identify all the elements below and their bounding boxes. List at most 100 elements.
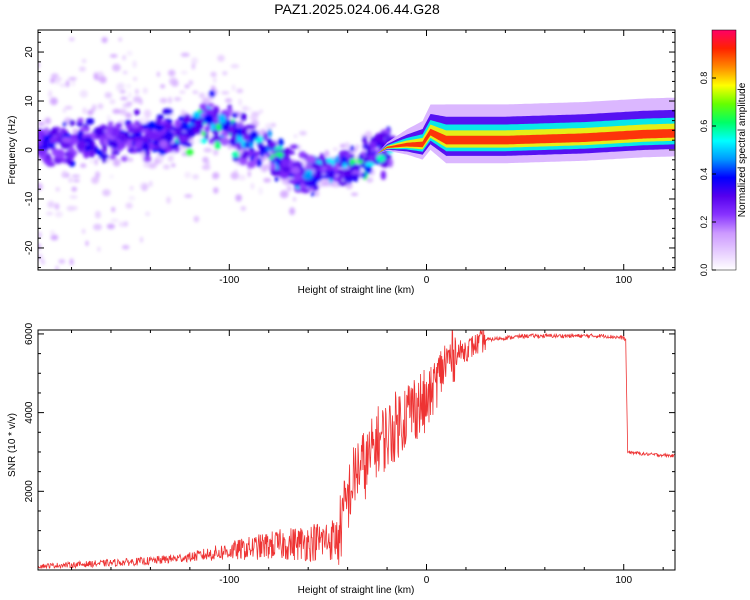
snr-panel: -100 0 100 2000 4000 6000 Height of straight …	[7, 322, 676, 596]
heat-blob	[102, 158, 107, 163]
heat-blob	[135, 88, 139, 95]
heat-blob	[240, 206, 246, 211]
y-tick-label: 6000	[24, 322, 35, 345]
heat-blob	[102, 125, 108, 130]
heat-blob	[71, 174, 81, 178]
colorbar-ticks: 0.0 0.2 0.4 0.6 0.8	[699, 72, 716, 277]
heat-blob	[298, 183, 307, 190]
heat-blob	[180, 70, 188, 75]
heat-blob	[245, 124, 257, 130]
heat-blob	[51, 127, 58, 136]
heat-blob	[186, 129, 195, 136]
heat-blob	[328, 181, 337, 187]
heat-blob	[265, 123, 274, 131]
x-tick-label: 0	[424, 575, 430, 586]
heat-blob	[38, 231, 42, 239]
heat-blob	[49, 97, 58, 106]
heat-blob	[292, 197, 297, 202]
heat-blob	[163, 122, 174, 130]
heat-blob	[127, 157, 134, 162]
heat-blob	[112, 158, 121, 167]
heat-blob	[56, 276, 64, 279]
heat-blob	[298, 151, 306, 159]
spectrogram-y-label: Frequency (Hz)	[7, 116, 18, 185]
heat-blob	[235, 134, 244, 145]
heat-blob	[174, 97, 182, 102]
heat-blob	[107, 140, 118, 148]
heat-blob	[321, 159, 328, 167]
heat-blob	[247, 170, 251, 178]
heat-blob	[287, 184, 292, 192]
heat-blob	[178, 146, 188, 151]
heat-blob	[299, 130, 307, 136]
heat-blob	[218, 114, 227, 124]
heat-blob	[38, 149, 48, 156]
heat-blob	[184, 171, 191, 179]
heat-blob	[364, 162, 375, 167]
heat-blob	[81, 228, 86, 234]
heat-blob	[226, 108, 233, 114]
heat-blob	[82, 59, 87, 63]
heat-blob	[248, 150, 254, 157]
heat-blob	[157, 130, 166, 136]
heat-blob	[213, 149, 219, 156]
heat-blob	[303, 180, 312, 186]
heat-blob	[55, 265, 59, 270]
heat-blob	[125, 112, 132, 119]
colorbar-tick-label: 0.0	[699, 264, 709, 277]
colorbar-tick-label: 0.4	[699, 168, 709, 181]
heat-blob	[235, 194, 242, 202]
heat-blob	[180, 52, 190, 57]
heat-blob	[102, 138, 109, 146]
heat-blob	[171, 79, 179, 87]
heat-blob	[146, 121, 157, 130]
heat-blob	[374, 133, 385, 143]
heat-blob	[68, 77, 77, 81]
heat-blob	[177, 19, 185, 25]
colorbar-tick-label: 0.2	[699, 216, 709, 229]
heat-blob	[326, 172, 336, 180]
heat-blob	[59, 83, 67, 88]
heat-blob	[183, 113, 191, 124]
spectrogram-x-label: Height of straight line (km)	[298, 285, 415, 296]
heat-blob	[242, 135, 251, 141]
heat-blob	[233, 136, 238, 142]
figure-title: PAZ1.2025.024.06.44.G28	[274, 1, 440, 17]
heat-blob	[262, 164, 268, 173]
heat-blob	[213, 107, 219, 117]
heat-blob	[349, 173, 361, 179]
heat-blob	[122, 70, 128, 75]
heat-blob	[89, 159, 95, 164]
heat-blob	[203, 114, 214, 124]
heat-blob	[46, 142, 56, 148]
heat-blob	[38, 128, 44, 137]
heat-blob	[69, 258, 74, 266]
heat-blob	[139, 117, 145, 125]
heat-blob	[207, 102, 215, 108]
heat-blob	[185, 148, 194, 156]
heat-blob	[71, 78, 75, 87]
x-tick-label: 100	[615, 575, 632, 586]
colorbar-label: Normalized spectral amplitude	[737, 82, 748, 217]
heat-blob	[177, 134, 188, 143]
heat-blob	[120, 96, 128, 101]
heat-blob	[126, 84, 132, 89]
heat-blob	[293, 134, 298, 138]
heat-blob	[133, 77, 138, 81]
heat-blob	[220, 123, 231, 130]
heat-blob	[62, 121, 67, 127]
heat-blob	[221, 91, 230, 95]
heat-blob	[201, 164, 211, 171]
heat-blob	[178, 115, 185, 122]
heat-blob	[319, 153, 325, 162]
heat-blob	[40, 259, 46, 265]
heat-blob	[388, 158, 393, 168]
heat-blob	[228, 125, 235, 134]
heat-blob	[144, 128, 149, 134]
heat-blob	[55, 211, 63, 218]
heat-blob	[241, 126, 248, 136]
heat-blob	[141, 182, 149, 191]
heat-blob	[181, 109, 185, 118]
x-tick-label: -100	[219, 275, 239, 286]
